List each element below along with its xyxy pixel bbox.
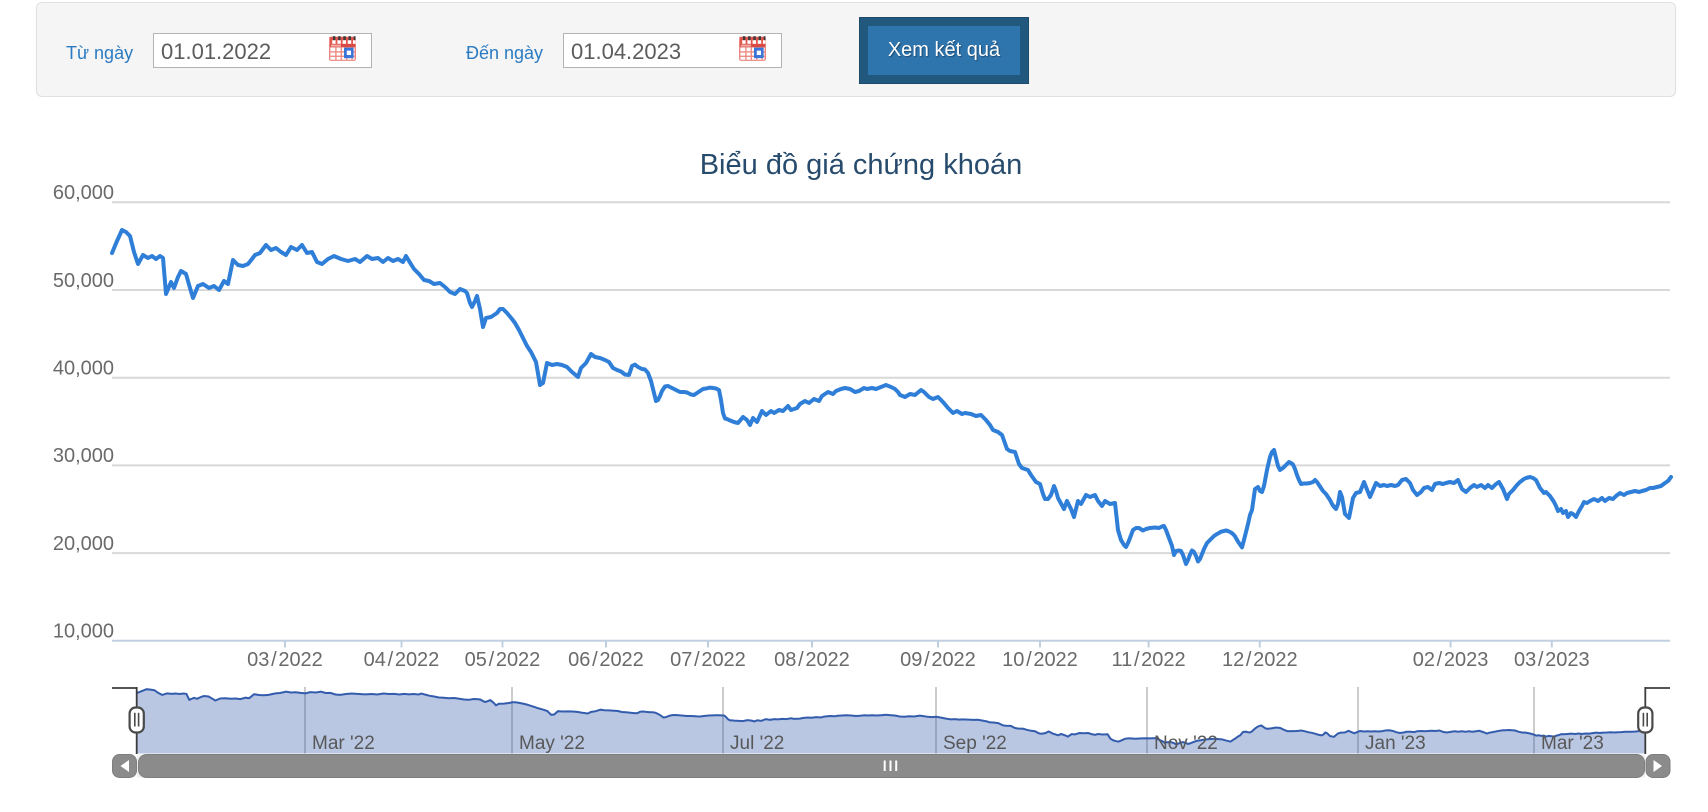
svg-text:20,000: 20,000	[53, 533, 114, 555]
svg-text:11 / 2022: 11 / 2022	[1112, 649, 1186, 671]
svg-text:Jan '23: Jan '23	[1365, 733, 1426, 754]
svg-text:May '22: May '22	[519, 733, 585, 754]
svg-text:Nov '22: Nov '22	[1154, 733, 1218, 754]
svg-text:40,000: 40,000	[53, 358, 114, 380]
svg-text:03 / 2022: 03 / 2022	[247, 649, 323, 671]
svg-text:Mar '23: Mar '23	[1541, 733, 1604, 754]
svg-text:06 / 2022: 06 / 2022	[568, 649, 644, 671]
svg-text:09 / 2022: 09 / 2022	[900, 649, 976, 671]
svg-text:10,000: 10,000	[53, 621, 114, 643]
svg-text:07 / 2022: 07 / 2022	[670, 649, 746, 671]
svg-text:02 / 2023: 02 / 2023	[1413, 649, 1489, 671]
svg-text:03 / 2023: 03 / 2023	[1514, 649, 1590, 671]
svg-text:05 / 2022: 05 / 2022	[465, 649, 541, 671]
svg-text:50,000: 50,000	[53, 270, 114, 292]
svg-text:Sep '22: Sep '22	[943, 733, 1007, 754]
svg-text:Jul '22: Jul '22	[730, 733, 784, 754]
svg-text:12 / 2022: 12 / 2022	[1222, 649, 1298, 671]
svg-text:10 / 2022: 10 / 2022	[1002, 649, 1078, 671]
svg-text:04 / 2022: 04 / 2022	[364, 649, 440, 671]
svg-text:08 / 2022: 08 / 2022	[774, 649, 850, 671]
svg-text:Biểu đồ giá chứng khoán: Biểu đồ giá chứng khoán	[700, 149, 1023, 181]
svg-text:60,000: 60,000	[53, 182, 114, 204]
svg-text:Mar '22: Mar '22	[312, 733, 375, 754]
svg-text:30,000: 30,000	[53, 445, 114, 467]
